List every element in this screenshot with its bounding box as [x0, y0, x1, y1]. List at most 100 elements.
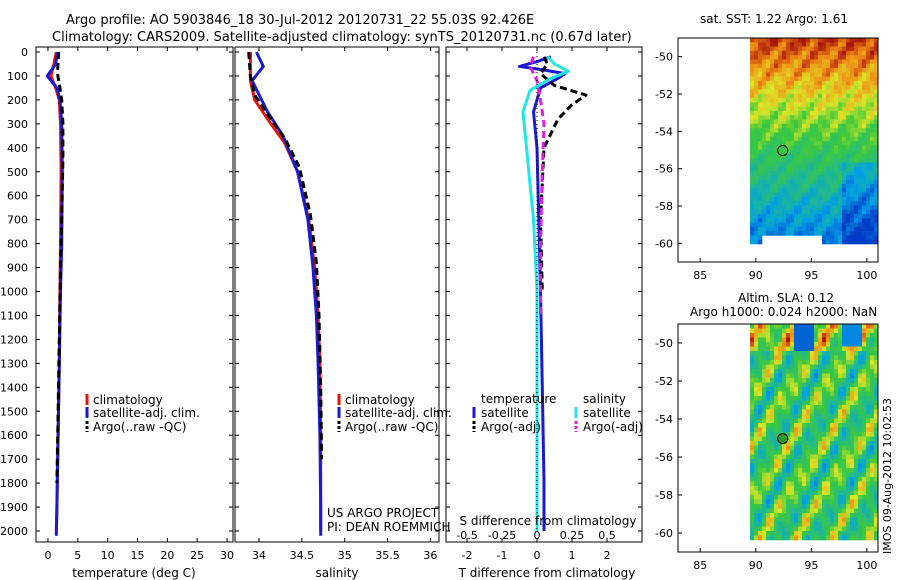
map-cell — [758, 436, 763, 442]
map-cell — [766, 136, 771, 142]
map-cell — [822, 337, 827, 343]
map-cell — [758, 522, 763, 527]
map-cell — [854, 391, 859, 397]
map-cell — [770, 508, 775, 514]
map-cell — [850, 93, 855, 99]
map-cell — [858, 102, 863, 107]
map-cell — [830, 328, 835, 334]
map-y-tick-label: -50 — [655, 51, 673, 64]
map-cell — [810, 468, 815, 473]
map-cell — [754, 396, 759, 401]
map-cell — [822, 50, 827, 56]
map-cell — [806, 472, 811, 478]
map-cell — [870, 409, 875, 415]
map-cell — [754, 535, 759, 541]
map-cell — [842, 355, 847, 361]
map-cell — [810, 427, 815, 433]
map-cell — [754, 364, 759, 370]
map-cell — [794, 445, 799, 451]
map-cell — [810, 517, 815, 523]
map-cell — [794, 333, 799, 338]
map-cell — [754, 209, 759, 215]
map-cell — [750, 50, 755, 56]
map-cell — [778, 213, 783, 219]
map-cell — [858, 459, 863, 464]
map-cell — [782, 80, 787, 86]
map-cell — [786, 391, 791, 397]
map-cell — [862, 405, 867, 410]
map-cell — [802, 400, 807, 406]
map-cell — [786, 89, 791, 95]
map-cell — [846, 145, 851, 150]
map-cell — [814, 342, 819, 347]
map-cell — [818, 472, 823, 478]
map-cell — [758, 188, 763, 193]
map-cell — [866, 102, 871, 107]
map-cell — [810, 85, 815, 90]
map-cell — [826, 382, 831, 388]
map-cell — [830, 209, 835, 215]
map-cell — [846, 85, 851, 90]
map-cell — [802, 145, 807, 150]
map-cell — [842, 42, 847, 47]
map-cell — [770, 171, 775, 176]
map-cell — [830, 226, 835, 232]
map-cell — [778, 162, 783, 168]
map-cell — [758, 360, 763, 365]
map-cell — [770, 188, 775, 193]
map-cell — [814, 526, 819, 532]
pi-annotation: PI: DEAN ROEMMICH — [327, 520, 450, 534]
map-cell — [838, 441, 843, 446]
map-cell — [850, 463, 855, 469]
map-cell — [774, 346, 779, 352]
map-y-tick-label: -54 — [655, 413, 673, 426]
map-cell — [790, 472, 795, 478]
map-cell — [862, 179, 867, 185]
map-cell — [870, 490, 875, 496]
map-cell — [834, 175, 839, 180]
map-cell — [870, 158, 875, 163]
map-cell — [786, 46, 791, 52]
map-cell — [814, 89, 819, 95]
map-y-tick-label: -60 — [655, 237, 673, 250]
map-cell — [798, 441, 803, 446]
map-cell — [806, 427, 811, 433]
map-cell — [838, 188, 843, 193]
map-cell — [858, 149, 863, 155]
map-cell — [750, 346, 755, 352]
map-cell — [770, 346, 775, 352]
map-cell — [826, 351, 831, 356]
map-cell — [870, 93, 875, 99]
map-cell — [850, 328, 855, 334]
map-cell — [774, 188, 779, 193]
map-cell — [846, 364, 851, 370]
map-cell — [830, 391, 835, 397]
map-cell — [806, 80, 811, 86]
map-cell — [830, 218, 835, 223]
map-cell — [858, 364, 863, 370]
map-cell — [794, 337, 799, 343]
map-cell — [846, 445, 851, 451]
map-cell — [774, 355, 779, 361]
map-cell — [802, 188, 807, 193]
map-cell — [822, 209, 827, 215]
map-cell — [758, 226, 763, 232]
map-cell — [758, 378, 763, 383]
map-cell — [826, 337, 831, 343]
map-cell — [826, 110, 831, 116]
map-cell — [814, 490, 819, 496]
map-cell — [826, 342, 831, 347]
map-cell — [794, 123, 799, 129]
map-cell — [838, 373, 843, 379]
map-cell — [814, 158, 819, 163]
map-cell — [862, 355, 867, 361]
map-cell — [866, 93, 871, 99]
map-cell — [854, 110, 859, 116]
map-cell — [786, 499, 791, 505]
map-cell — [794, 213, 799, 219]
map-cell — [874, 128, 879, 133]
map-cell — [798, 213, 803, 219]
map-cell — [850, 222, 855, 228]
map-cell — [782, 145, 787, 150]
map-cell — [750, 80, 755, 86]
